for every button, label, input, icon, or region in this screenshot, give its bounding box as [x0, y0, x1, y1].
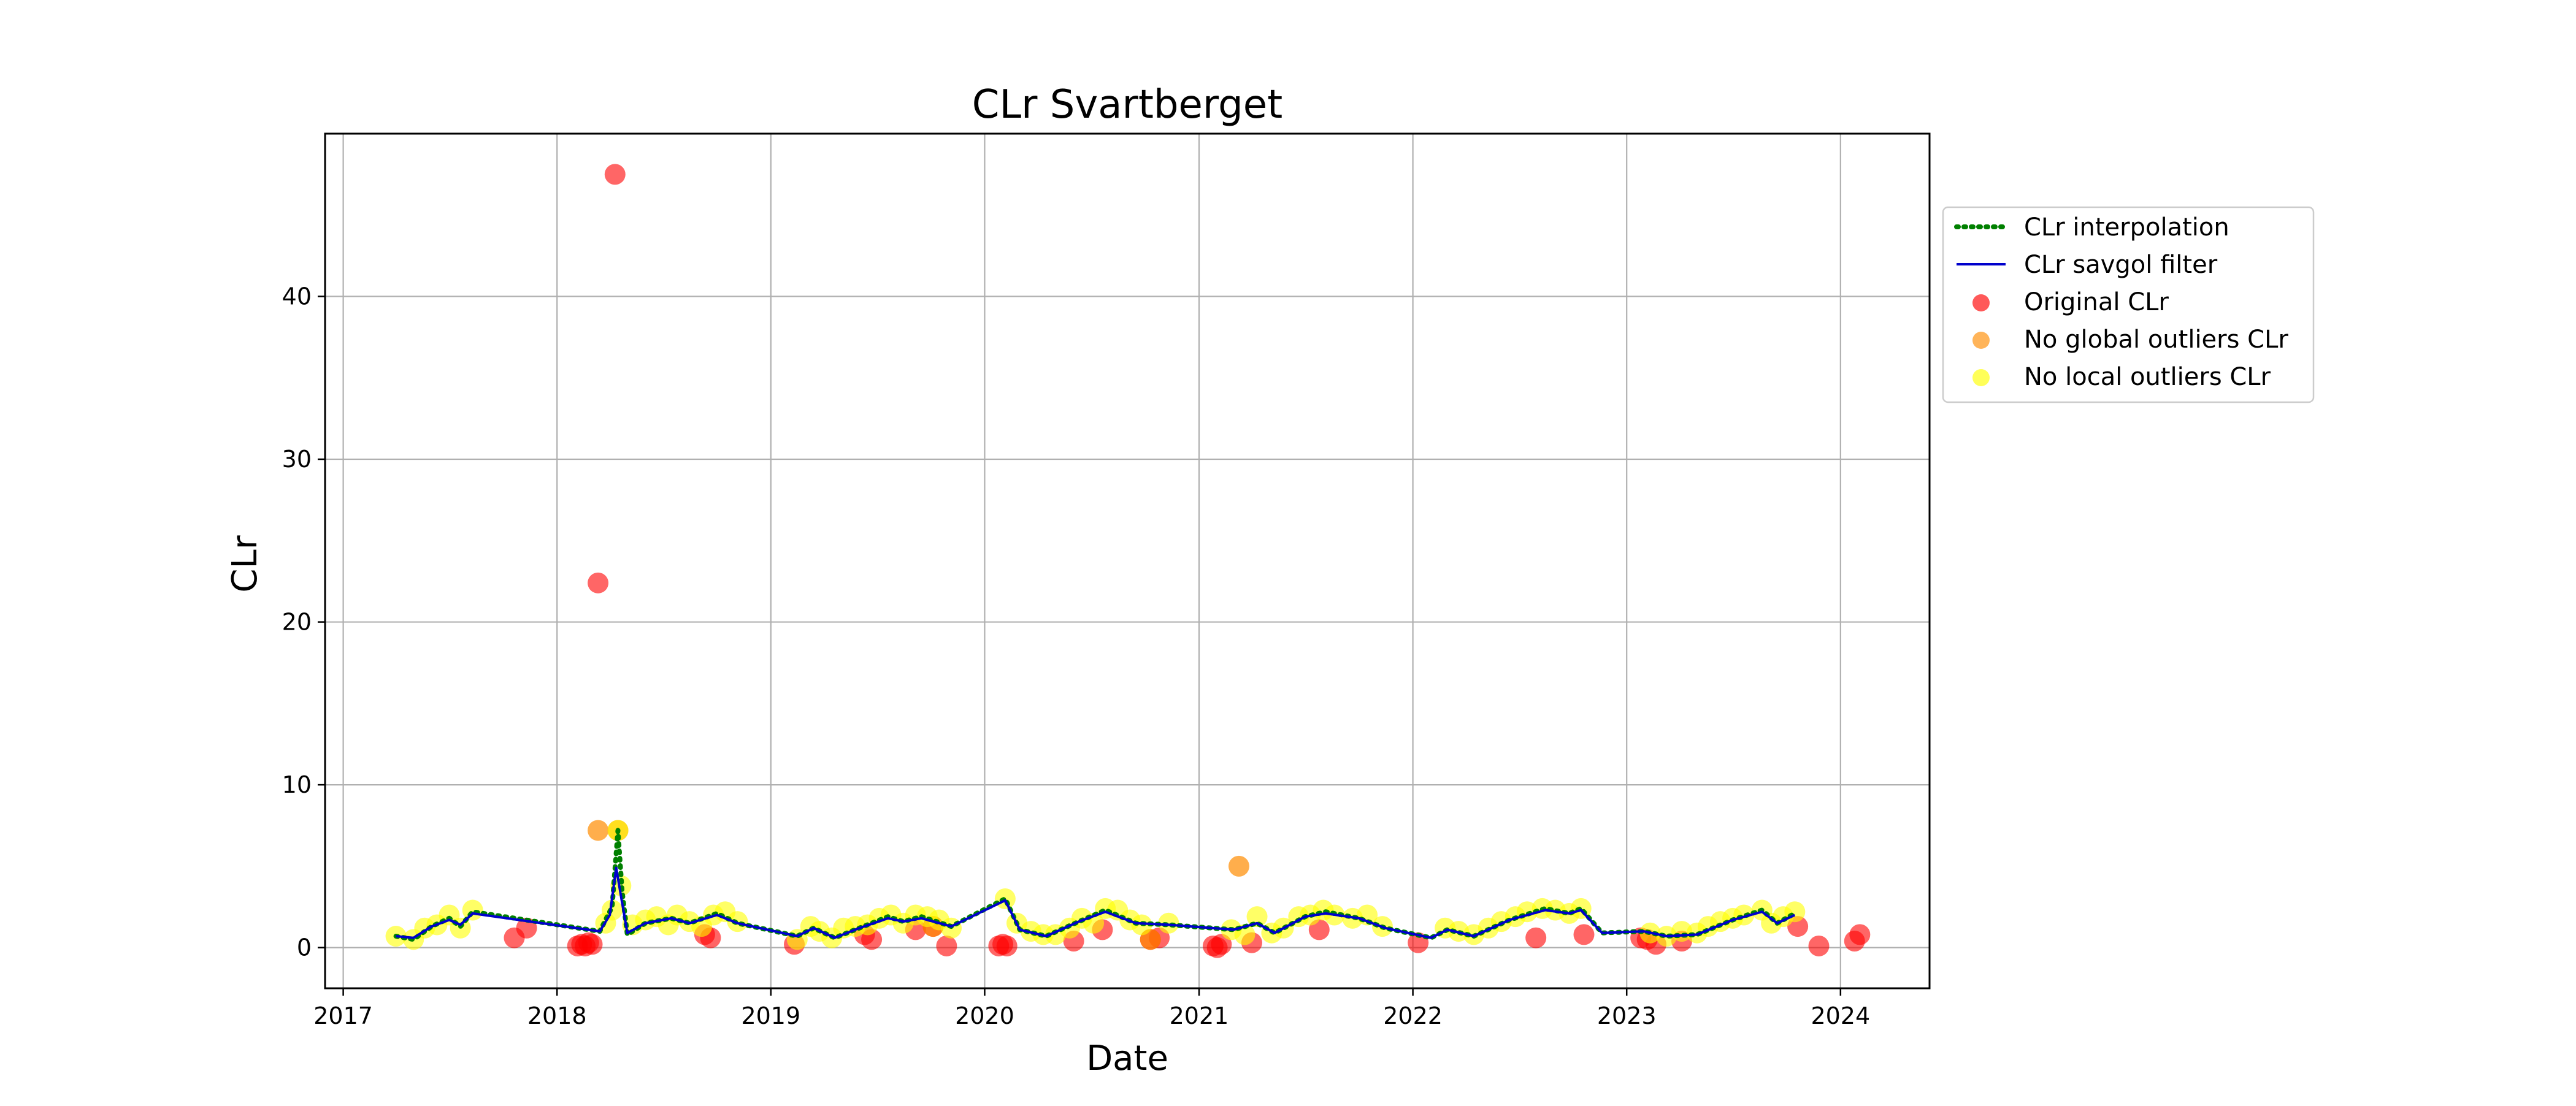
x-tick-label: 2020 [955, 1002, 1014, 1029]
legend-label: No global outliers CLr [2024, 326, 2288, 354]
original-clr-point [1525, 927, 1547, 948]
original-clr-point [581, 934, 603, 955]
x-tick-label: 2018 [527, 1002, 587, 1029]
axis-layer: 2017 2018 2019 2020 2021 2022 2023 2024 0 10 20 30 4… [282, 283, 1871, 1029]
chart-title: CLr Svartberget [972, 82, 1282, 128]
plot-layer [385, 164, 1871, 958]
original-clr-point [1573, 924, 1595, 945]
y-tick-label: 10 [282, 771, 312, 798]
original-clr-point [1808, 935, 1830, 956]
legend-entry: CLr interpolation [1954, 213, 2229, 242]
x-axis-title: Date [1086, 1039, 1168, 1078]
no-local-outliers-clr-point [1158, 912, 1179, 934]
no-local-outliers-clr-point [1246, 906, 1268, 928]
original-clr-point [1849, 924, 1871, 945]
original-clr-point [1211, 934, 1232, 955]
plot-frame [324, 132, 1931, 990]
x-tick-label: 2023 [1597, 1002, 1657, 1029]
legend-entry: Original CLr [1972, 288, 2169, 316]
x-tick-label: 2021 [1170, 1002, 1229, 1029]
x-tick-label: 2024 [1811, 1002, 1870, 1029]
legend-marker-swatch [1972, 369, 1990, 386]
legend: CLr interpolation CLr savgol filter Origin… [1942, 206, 2315, 403]
legend-label: CLr savgol filter [2024, 251, 2218, 279]
original-clr-point [936, 935, 957, 956]
no-global-outliers-clr-point [588, 820, 609, 841]
original-clr-point [588, 572, 609, 593]
no-global-outliers-clr-point [1228, 855, 1249, 877]
legend-label: No local outliers CLr [2024, 363, 2271, 391]
x-tick-label: 2022 [1383, 1002, 1443, 1029]
legend-label: Original CLr [2024, 288, 2169, 316]
legend-entry: No local outliers CLr [1972, 363, 2271, 391]
y-axis-title: CLr [225, 535, 265, 592]
x-tick-label: 2019 [741, 1002, 800, 1029]
legend-marker-swatch [1972, 294, 1990, 311]
legend-label: CLr interpolation [2024, 213, 2229, 242]
y-tick-label: 20 [282, 609, 312, 636]
original-clr-point [996, 935, 1018, 956]
original-clr-point [604, 164, 626, 185]
clr-savgol-filter-line [396, 866, 1796, 939]
legend-entry: No global outliers CLr [1972, 326, 2288, 354]
y-tick-label: 30 [282, 446, 312, 473]
x-tick-label: 2017 [313, 1002, 373, 1029]
legend-box [1942, 206, 2315, 403]
legend-marker-swatch [1972, 332, 1990, 349]
y-tick-label: 0 [297, 934, 312, 961]
y-tick-label: 40 [282, 283, 312, 310]
legend-entry: CLr savgol filter [1957, 251, 2218, 279]
